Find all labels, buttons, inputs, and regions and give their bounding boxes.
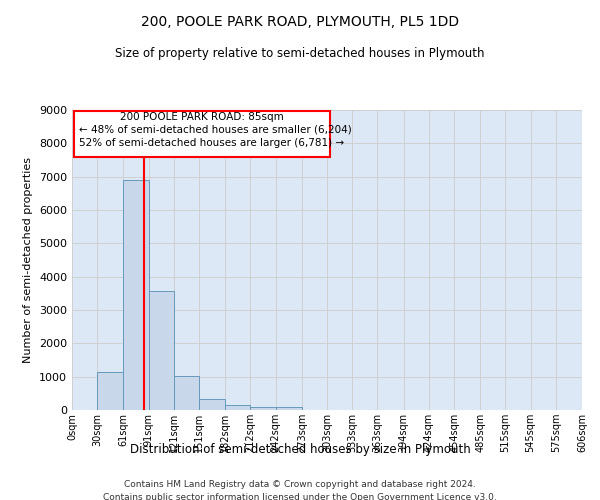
- Text: 52% of semi-detached houses are larger (6,781) →: 52% of semi-detached houses are larger (…: [79, 138, 344, 148]
- Bar: [149, 292, 174, 410]
- Bar: [250, 406, 275, 410]
- Bar: [97, 372, 124, 410]
- Text: 200, POOLE PARK ROAD, PLYMOUTH, PL5 1DD: 200, POOLE PARK ROAD, PLYMOUTH, PL5 1DD: [141, 15, 459, 29]
- Text: Distribution of semi-detached houses by size in Plymouth: Distribution of semi-detached houses by …: [130, 442, 470, 456]
- Text: Contains public sector information licensed under the Open Government Licence v3: Contains public sector information licen…: [103, 492, 497, 500]
- Text: Contains HM Land Registry data © Crown copyright and database right 2024.: Contains HM Land Registry data © Crown c…: [124, 480, 476, 489]
- Bar: [199, 399, 225, 410]
- Y-axis label: Number of semi-detached properties: Number of semi-detached properties: [23, 157, 34, 363]
- Text: 200 POOLE PARK ROAD: 85sqm: 200 POOLE PARK ROAD: 85sqm: [120, 112, 284, 122]
- Text: Size of property relative to semi-detached houses in Plymouth: Size of property relative to semi-detach…: [115, 48, 485, 60]
- Bar: [174, 376, 199, 410]
- Text: ← 48% of semi-detached houses are smaller (6,204): ← 48% of semi-detached houses are smalle…: [79, 125, 352, 135]
- Bar: [124, 180, 149, 410]
- Bar: [275, 408, 302, 410]
- Bar: [225, 405, 250, 410]
- FancyBboxPatch shape: [74, 110, 331, 156]
